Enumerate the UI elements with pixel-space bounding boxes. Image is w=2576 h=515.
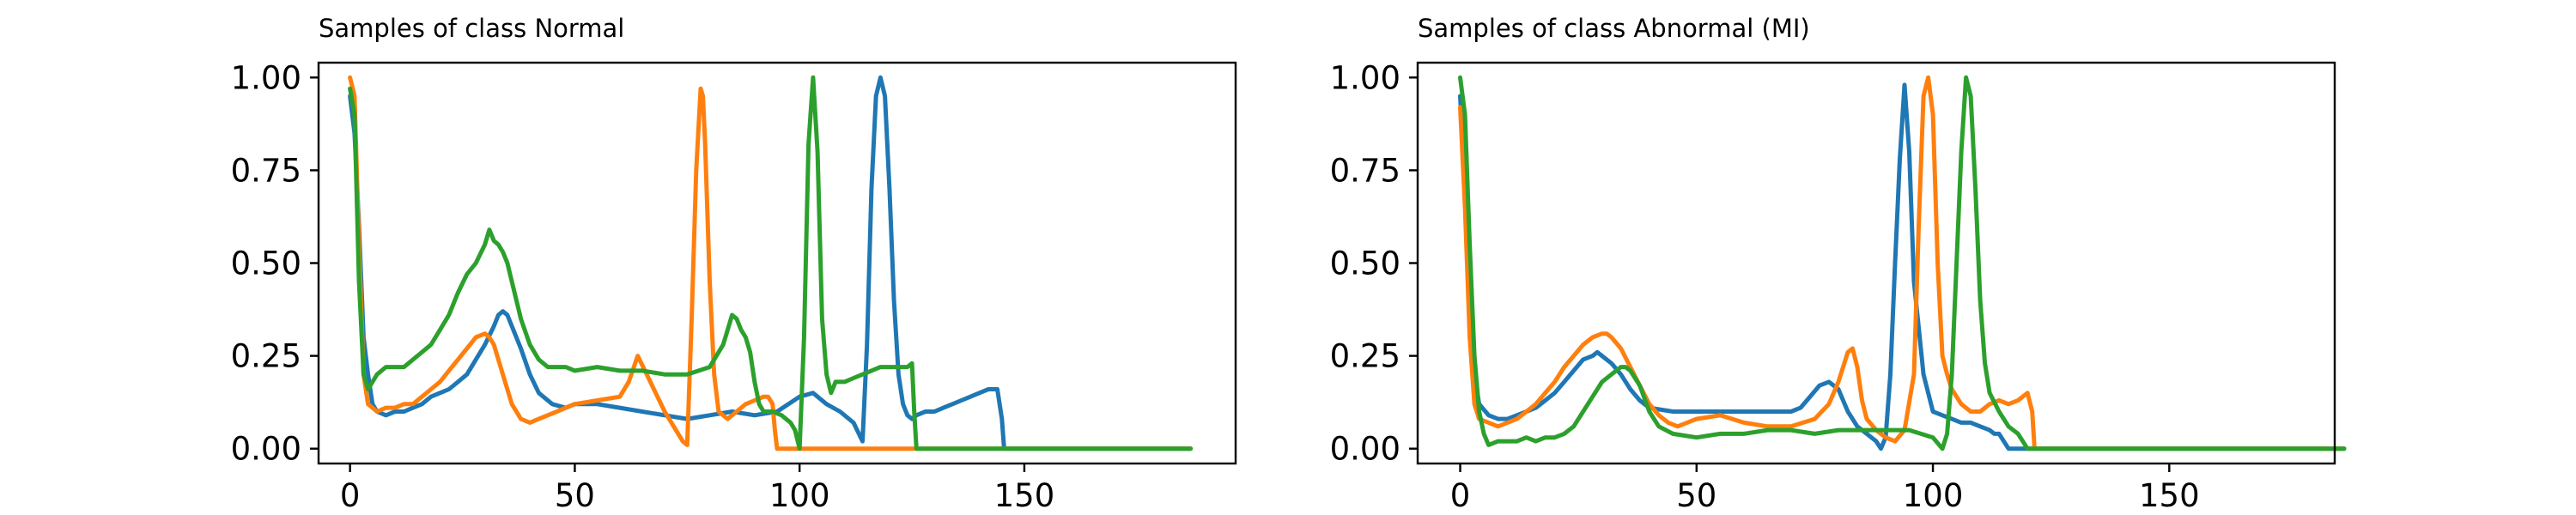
y-tick-label: 0.00 <box>231 431 301 468</box>
x-tick-label: 50 <box>1676 477 1716 514</box>
x-tick-label: 50 <box>555 477 595 514</box>
y-tick-label: 0.50 <box>231 245 301 282</box>
x-tick-label: 0 <box>1450 477 1471 514</box>
x-tick-label: 100 <box>1903 477 1964 514</box>
x-tick-label: 0 <box>340 477 361 514</box>
axes-frame <box>1416 61 2336 465</box>
y-tick-label: 1.00 <box>1330 59 1400 96</box>
x-axis: 0 50 100 150 <box>1450 464 2200 514</box>
chart-title: Samples of class Normal <box>319 14 624 43</box>
y-axis: 0.00 0.25 0.50 0.75 1.00 <box>1330 59 1418 468</box>
x-axis: 0 50 100 150 <box>340 464 1054 514</box>
y-tick-label: 0.50 <box>1330 245 1400 282</box>
y-tick-label: 0.75 <box>1330 152 1400 189</box>
series-line-1 <box>1458 82 2347 451</box>
y-tick-label: 0.25 <box>1330 338 1400 375</box>
x-tick-label: 100 <box>769 477 830 514</box>
series-line-1 <box>348 75 1194 451</box>
y-tick-label: 0.25 <box>231 338 301 375</box>
chart-abnormal-mi: Samples of class Abnormal (MI) 0 50 100 150… <box>1330 14 2347 514</box>
y-tick-label: 1.00 <box>231 59 301 96</box>
chart-title: Samples of class Abnormal (MI) <box>1418 14 1810 43</box>
series-line-3 <box>1458 75 2347 451</box>
series-line-3 <box>348 75 1194 451</box>
series-line-2 <box>348 75 1194 451</box>
y-tick-label: 0.75 <box>231 152 301 189</box>
x-tick-label: 150 <box>2139 477 2200 514</box>
axes-frame <box>317 61 1237 465</box>
series-line-2 <box>1458 75 2347 451</box>
plot-lines <box>1458 75 2347 451</box>
chart-normal: Samples of class Normal 0 50 100 150 0.000.… <box>231 14 1237 514</box>
y-axis: 0.00 0.25 0.50 0.75 1.00 <box>231 59 319 468</box>
x-tick-label: 150 <box>994 477 1055 514</box>
plot-lines <box>348 75 1194 451</box>
y-tick-label: 0.00 <box>1330 431 1400 468</box>
